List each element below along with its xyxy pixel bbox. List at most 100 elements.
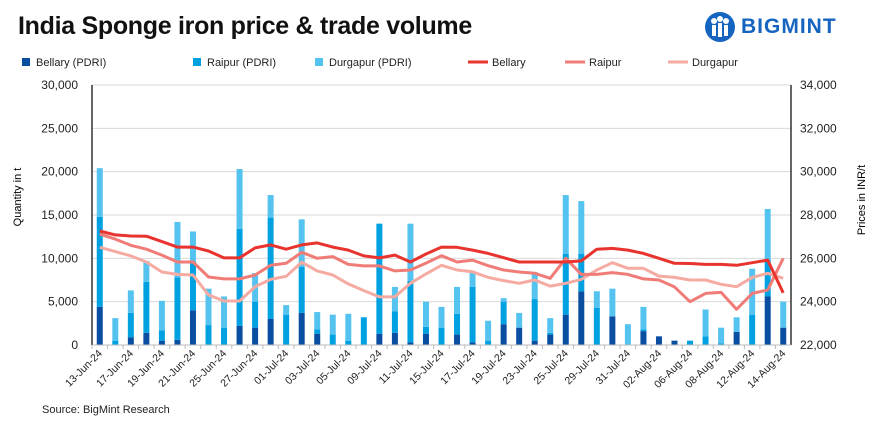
y2-tick-label: 24,000 [800, 295, 837, 309]
bar-raipur-pdri [174, 277, 181, 340]
bar-bellary-pdri [671, 340, 678, 345]
bar-durgapur-pdri [236, 169, 243, 229]
bar-durgapur-pdri [127, 290, 134, 313]
bar-raipur-pdri [112, 340, 119, 345]
bar-raipur-pdri [345, 340, 352, 345]
bar-durgapur-pdri [438, 306, 445, 328]
y2-axis-label: Prices in INR/t [856, 165, 868, 235]
bar-raipur-pdri [593, 307, 600, 345]
y-tick-label: 20,000 [41, 165, 78, 179]
bar-durgapur-pdri [314, 312, 321, 330]
bar-durgapur-pdri [469, 273, 476, 287]
bar-raipur-pdri [500, 301, 507, 325]
bar-bellary-pdri [469, 342, 476, 345]
y-tick-label: 5,000 [48, 295, 78, 309]
y-tick-label: 25,000 [41, 121, 78, 135]
bar-bellary-pdri [609, 316, 616, 345]
bar-durgapur-pdri [205, 288, 212, 326]
bar-raipur-pdri [127, 312, 134, 338]
bar-raipur-pdri [422, 326, 429, 334]
y2-tick-label: 32,000 [800, 121, 837, 135]
bar-raipur-pdri [205, 325, 212, 345]
bar-raipur-pdri [329, 334, 336, 345]
bar-bellary-pdri [562, 314, 569, 345]
bar-raipur-pdri [391, 311, 398, 333]
bar-durgapur-pdri [96, 168, 103, 217]
legend-label: Durgapur (PDRI) [329, 57, 412, 69]
legend-swatch [22, 58, 30, 66]
bar-raipur-pdri [267, 217, 274, 319]
bar-durgapur-pdri [221, 296, 228, 328]
bar-durgapur-pdri [733, 317, 740, 332]
bar-bellary-pdri [127, 337, 134, 345]
bar-durgapur-pdri [174, 221, 181, 278]
bar-durgapur-pdri [143, 260, 150, 282]
bar-raipur-pdri [718, 343, 725, 345]
bar-bellary-pdri [640, 331, 647, 345]
line-raipur [99, 232, 785, 311]
bar-bellary-pdri [733, 332, 740, 345]
bar-durgapur-pdri [267, 195, 274, 218]
bar-raipur-pdri [252, 301, 259, 328]
bar-bellary-pdri [143, 332, 150, 345]
bar-bellary-pdri [578, 291, 585, 345]
bar-raipur-pdri [360, 317, 367, 345]
bar-durgapur-pdri [531, 272, 538, 300]
bar-raipur-pdri [298, 267, 305, 313]
bar-durgapur-pdri [718, 327, 725, 344]
bar-durgapur-pdri [345, 313, 352, 341]
bar-bellary-pdri [764, 296, 771, 345]
line-durgapur [99, 245, 784, 303]
bar-bellary-pdri [236, 325, 243, 345]
bar-durgapur-pdri [702, 309, 709, 337]
logo-people-icon [705, 12, 735, 42]
bar-bellary-pdri [314, 333, 321, 345]
bar-bellary-pdri [780, 327, 787, 345]
bar-bellary-pdri [376, 333, 383, 345]
source-note: Source: BigMint Research [42, 404, 170, 416]
bar-raipur-pdri [454, 313, 461, 335]
bar-durgapur-pdri [640, 306, 647, 330]
bar-raipur-pdri [702, 336, 709, 345]
legend-swatch [315, 58, 323, 66]
bar-durgapur-pdri [780, 301, 787, 328]
legend-label: Bellary (PDRI) [36, 57, 106, 69]
bar-raipur-pdri [96, 216, 103, 307]
bigmint-logo: BIGMINT [705, 12, 837, 42]
bar-bellary-pdri [96, 306, 103, 345]
bar-raipur-pdri [189, 261, 196, 311]
legend-swatch [193, 58, 201, 66]
bar-raipur-pdri [438, 327, 445, 345]
bar-bellary-pdri [500, 324, 507, 345]
y-tick-label: 15,000 [41, 208, 78, 222]
y-tick-label: 0 [71, 338, 78, 352]
legend-label: Raipur [589, 57, 622, 69]
bar-bellary-pdri [655, 336, 662, 345]
bar-durgapur-pdri [112, 318, 119, 341]
bar-bellary-pdri [252, 327, 259, 345]
bar-bellary-pdri [298, 312, 305, 345]
bar-durgapur-pdri [764, 208, 771, 261]
bar-durgapur-pdri [749, 268, 756, 315]
bar-durgapur-pdri [329, 314, 336, 335]
y-axis-label: Quantity in t [12, 168, 24, 227]
bar-durgapur-pdri [578, 201, 585, 254]
y2-tick-label: 30,000 [800, 165, 837, 179]
bar-raipur-pdri [376, 223, 383, 334]
legend-label: Raipur (PDRI) [207, 57, 276, 69]
y2-tick-label: 28,000 [800, 208, 837, 222]
bar-raipur-pdri [687, 340, 694, 345]
bar-raipur-pdri [283, 314, 290, 345]
bar-bellary-pdri [267, 319, 274, 345]
bar-durgapur-pdri [283, 305, 290, 315]
bar-bellary-pdri [547, 334, 554, 345]
bar-durgapur-pdri [593, 291, 600, 308]
y2-tick-label: 34,000 [800, 78, 837, 92]
bar-bellary-pdri [189, 310, 196, 345]
bar-raipur-pdri [640, 329, 647, 332]
bar-raipur-pdri [143, 281, 150, 333]
bar-raipur-pdri [764, 260, 771, 297]
bar-durgapur-pdri [485, 320, 492, 341]
bar-raipur-pdri [485, 340, 492, 345]
bar-durgapur-pdri [158, 300, 165, 331]
